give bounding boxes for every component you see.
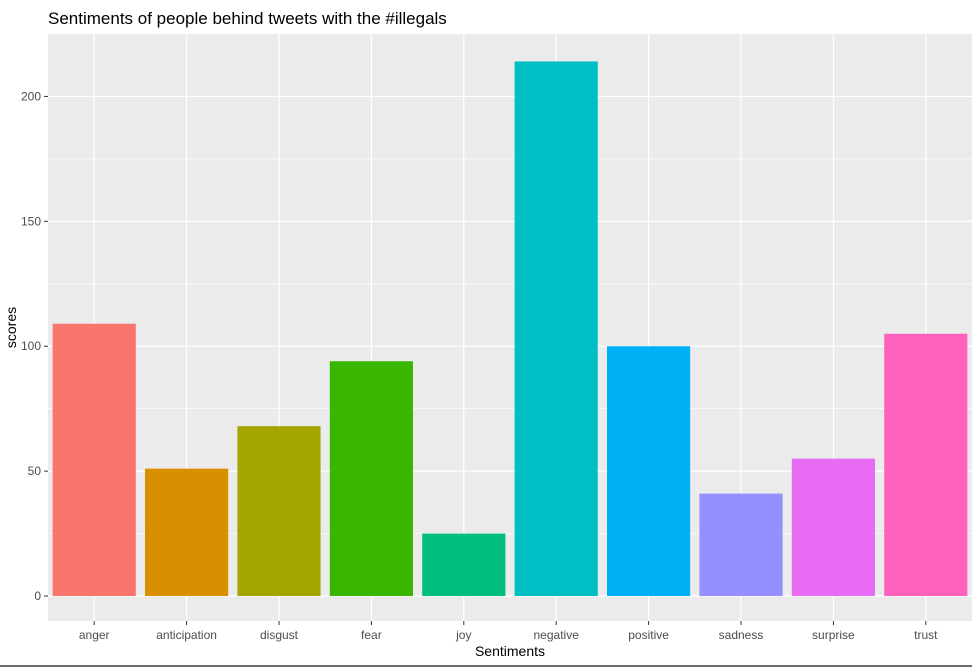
x-tick-label-anger: anger xyxy=(79,628,110,642)
y-axis-title: scores xyxy=(3,307,19,348)
y-tick-label: 100 xyxy=(21,339,41,353)
y-axis: 0 50 100 150 200 xyxy=(21,89,48,603)
x-tick-label-anticipation: anticipation xyxy=(156,628,217,642)
bar-anger xyxy=(52,323,136,597)
y-tick-label: 0 xyxy=(34,589,41,603)
x-tick-label-joy: joy xyxy=(455,628,471,642)
bar-surprise xyxy=(791,458,875,597)
x-tick-label-trust: trust xyxy=(914,628,938,642)
x-axis: anger anticipation disgust fear joy negative p… xyxy=(79,621,938,642)
x-tick-label-disgust: disgust xyxy=(260,628,299,642)
x-tick-label-sadness: sadness xyxy=(719,628,764,642)
x-tick-label-fear: fear xyxy=(361,628,382,642)
bar-anticipation xyxy=(145,468,229,597)
bar-joy xyxy=(422,533,506,597)
x-tick-label-positive: positive xyxy=(628,628,669,642)
bar-negative xyxy=(514,61,598,597)
x-tick-label-negative: negative xyxy=(534,628,580,642)
y-tick-label: 50 xyxy=(28,464,42,478)
bottom-rule xyxy=(0,665,972,667)
bar-disgust xyxy=(237,426,321,597)
bar-fear xyxy=(329,361,413,597)
x-tick-label-surprise: surprise xyxy=(812,628,855,642)
bar-positive xyxy=(607,346,691,597)
bar-sadness xyxy=(699,493,783,597)
bar-trust xyxy=(884,333,968,597)
y-tick-label: 150 xyxy=(21,214,41,228)
chart-title: Sentiments of people behind tweets with … xyxy=(48,9,447,28)
bars xyxy=(52,61,968,597)
x-axis-title: Sentiments xyxy=(475,643,545,659)
y-tick-label: 200 xyxy=(21,89,41,103)
